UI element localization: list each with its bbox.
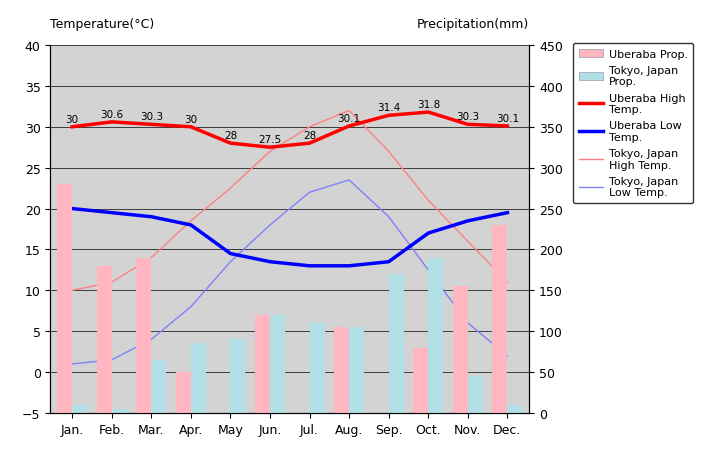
Bar <box>72 405 87 413</box>
Text: 28: 28 <box>303 130 316 140</box>
Bar <box>413 348 428 413</box>
Text: 31.4: 31.4 <box>377 103 400 113</box>
Text: 30: 30 <box>184 114 197 124</box>
Bar <box>215 413 230 442</box>
Bar <box>151 360 166 413</box>
Bar <box>136 258 151 413</box>
Text: 27.5: 27.5 <box>258 134 282 145</box>
Text: 30: 30 <box>66 114 78 124</box>
Bar <box>270 315 285 413</box>
Bar <box>191 344 206 413</box>
Bar <box>389 274 404 413</box>
Text: 30.3: 30.3 <box>456 112 480 122</box>
Bar <box>508 405 523 413</box>
Text: 30.3: 30.3 <box>140 112 163 122</box>
Legend: Uberaba Prop., Tokyo, Japan
Prop., Uberaba High
Temp., Uberaba Low
Temp., Tokyo,: Uberaba Prop., Tokyo, Japan Prop., Ubera… <box>573 44 693 203</box>
Bar <box>310 323 325 413</box>
Text: 31.8: 31.8 <box>417 100 440 110</box>
Bar <box>349 327 364 413</box>
Bar <box>453 286 468 413</box>
Bar <box>334 327 349 413</box>
Text: 30.1: 30.1 <box>338 113 361 123</box>
Bar <box>230 340 246 413</box>
Text: Precipitation(mm): Precipitation(mm) <box>417 18 529 31</box>
Text: 28: 28 <box>224 130 237 140</box>
Bar <box>428 258 444 413</box>
Bar <box>255 315 270 413</box>
Text: 30.1: 30.1 <box>496 113 519 123</box>
Bar <box>176 372 191 413</box>
Bar <box>112 409 127 413</box>
Bar <box>96 266 112 413</box>
Text: Temperature(°C): Temperature(°C) <box>50 18 155 31</box>
Bar <box>468 376 483 413</box>
Bar <box>57 185 72 413</box>
Text: 30.6: 30.6 <box>100 109 123 119</box>
Bar <box>294 413 310 446</box>
Bar <box>492 225 508 413</box>
